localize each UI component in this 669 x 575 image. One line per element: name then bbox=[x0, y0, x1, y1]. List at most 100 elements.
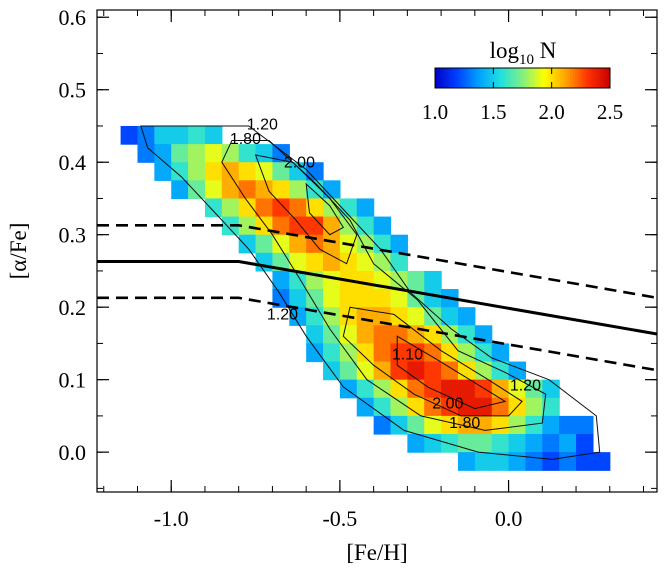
colorbar-segment bbox=[600, 68, 603, 88]
heatmap-cell-3-5 bbox=[255, 180, 274, 200]
colorbar-segment bbox=[567, 68, 571, 88]
heatmap-cell-2-7 bbox=[272, 162, 290, 181]
heatmap-cell-5-4 bbox=[289, 216, 307, 236]
heatmap-cell-1-5 bbox=[221, 144, 240, 163]
heatmap-cell-4-0 bbox=[204, 198, 223, 218]
colorbar-segment bbox=[557, 68, 561, 88]
heatmap-cell-4-6 bbox=[306, 198, 324, 218]
colorbar-segment bbox=[442, 68, 446, 88]
x-tick-label-1: -0.5 bbox=[322, 506, 357, 531]
heatmap-cell-17-0 bbox=[407, 434, 425, 453]
heatmap-cell-3-3 bbox=[221, 180, 240, 200]
y-axis-label: [α/Fe] bbox=[6, 223, 31, 280]
heatmap-cell-0-2 bbox=[154, 125, 172, 145]
colorbar-segment bbox=[492, 68, 496, 88]
colorbar-segment bbox=[520, 68, 523, 88]
heatmap-cell-14-9 bbox=[491, 379, 510, 399]
heatmap-cell-4-2 bbox=[238, 198, 257, 218]
heatmap-cell-7-5 bbox=[339, 252, 358, 272]
heatmap-cell-18-4 bbox=[525, 452, 543, 471]
heatmap-cell-13-4 bbox=[390, 361, 408, 381]
contour-label-1: 1.80 bbox=[230, 131, 261, 148]
heatmap-cell-3-2 bbox=[204, 180, 223, 200]
heatmap-cell-8-1 bbox=[289, 270, 307, 290]
separator-line-lower-dashed bbox=[97, 296, 657, 372]
colorbar-segment bbox=[487, 68, 491, 88]
heatmap-cell-17-4 bbox=[474, 434, 493, 453]
colorbar-segment bbox=[525, 68, 528, 88]
heatmap-cell-16-4 bbox=[441, 415, 459, 435]
heatmap-cell-11-1 bbox=[323, 325, 341, 345]
heatmap-cell-16-2 bbox=[407, 415, 425, 435]
heatmap-cell-11-4 bbox=[373, 325, 392, 345]
heatmap-cell-15-3 bbox=[407, 397, 425, 417]
colorbar-segment bbox=[550, 68, 553, 88]
heatmap-cell-0-5 bbox=[204, 125, 223, 145]
colorbar-segment bbox=[452, 68, 456, 88]
heatmap-cell-14-10 bbox=[508, 379, 527, 399]
axis-ticks: -1.0 -0.5 0.0 0.0 0.1 0.2 0.3 0.4 0.5 0.6 bbox=[59, 5, 657, 531]
heatmap-cell-10-6 bbox=[390, 307, 408, 326]
colorbar-segment bbox=[510, 68, 513, 88]
heatmap-cell-14-1 bbox=[356, 379, 375, 399]
heatmap-cell-14-8 bbox=[474, 379, 493, 399]
heatmap-cell-15-4 bbox=[424, 397, 442, 417]
colorbar-segment bbox=[547, 68, 551, 88]
colorbar-segment bbox=[435, 68, 438, 88]
heatmap-cell-15-0 bbox=[356, 397, 375, 417]
heatmap-cell-15-2 bbox=[390, 397, 408, 417]
heatmap-cell-15-7 bbox=[474, 397, 493, 417]
heatmap-cell-9-4 bbox=[339, 289, 358, 308]
heatmap-cell-0-3 bbox=[171, 125, 189, 145]
heatmap-cell-1-6 bbox=[238, 144, 257, 163]
heatmap-cell-11-7 bbox=[424, 325, 442, 345]
heatmap-cell-8-0 bbox=[272, 270, 290, 290]
heatmap-cell-15-11 bbox=[542, 397, 560, 417]
heatmap-cell-1-7 bbox=[255, 144, 274, 163]
heatmap-cell-7-2 bbox=[289, 252, 307, 272]
contour-label-0: 1.20 bbox=[247, 117, 278, 134]
colorbar-segment bbox=[467, 68, 471, 88]
x-tick-label-2: 0.0 bbox=[495, 506, 523, 531]
colorbar-segment bbox=[445, 68, 448, 88]
heatmap-cell-8-9 bbox=[424, 270, 442, 290]
heatmap-cell-3-9 bbox=[323, 180, 341, 200]
heatmap-cell-3-6 bbox=[272, 180, 290, 200]
heatmap-cell-7-6 bbox=[356, 252, 375, 272]
heatmap-cell-1-4 bbox=[204, 144, 223, 163]
colorbar-segment bbox=[570, 68, 573, 88]
heatmap-cell-6-1 bbox=[255, 234, 274, 254]
plot-frame bbox=[96, 9, 658, 493]
contour-4 bbox=[305, 182, 345, 236]
colorbar-segment bbox=[545, 68, 548, 88]
heatmap-cell-14-4 bbox=[407, 379, 425, 399]
colorbar-segment bbox=[527, 68, 531, 88]
colorbar-segment bbox=[532, 68, 536, 88]
colorbar-segment bbox=[475, 68, 478, 88]
colorbar-segment bbox=[537, 68, 541, 88]
heatmap-cell-5-5 bbox=[306, 216, 324, 236]
colorbar-segment bbox=[605, 68, 608, 88]
heatmap-cell-17-7 bbox=[525, 434, 543, 453]
heatmap-cell-6-5 bbox=[323, 234, 341, 254]
colorbar-segment bbox=[457, 68, 461, 88]
colorbar-segment bbox=[470, 68, 473, 88]
colorbar-segment bbox=[522, 68, 526, 88]
heatmap-cell-12-11 bbox=[491, 343, 510, 363]
heatmap-cell-18-2 bbox=[491, 452, 510, 471]
contour-label-2: 2.00 bbox=[284, 154, 315, 171]
heatmap-cell-11-0 bbox=[306, 325, 324, 345]
heatmap-cell-18-7 bbox=[576, 452, 594, 471]
heatmap-cell-16-10 bbox=[542, 415, 560, 435]
heatmap-cell-1-1 bbox=[154, 144, 172, 163]
heatmap-cell-18-5 bbox=[542, 452, 560, 471]
colorbar-segment bbox=[502, 68, 506, 88]
heatmap-cell-10-10 bbox=[457, 307, 476, 326]
colorbar-segment bbox=[477, 68, 481, 88]
y-tick-label-0: 0.0 bbox=[59, 440, 87, 465]
contour-3 bbox=[342, 306, 523, 417]
heatmap-cell-3-8 bbox=[306, 180, 324, 200]
heatmap-cell-11-8 bbox=[441, 325, 459, 345]
heatmap-cell-7-3 bbox=[306, 252, 324, 272]
heatmap-cell-4-9 bbox=[356, 198, 375, 218]
